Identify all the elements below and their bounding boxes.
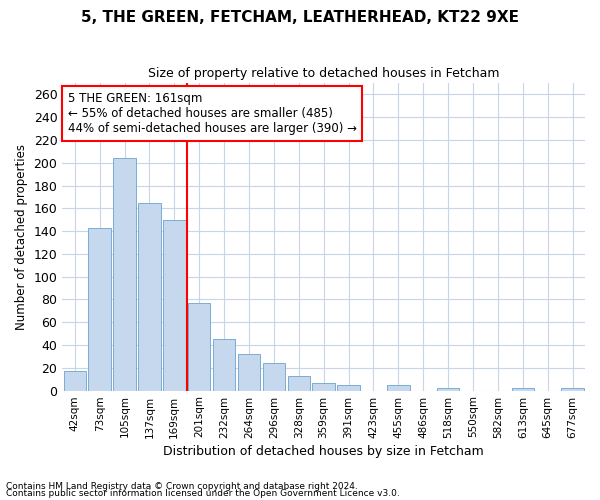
Bar <box>263 363 285 390</box>
Bar <box>238 354 260 391</box>
Bar <box>337 385 360 390</box>
Bar <box>88 228 111 390</box>
Text: Contains HM Land Registry data © Crown copyright and database right 2024.: Contains HM Land Registry data © Crown c… <box>6 482 358 491</box>
Y-axis label: Number of detached properties: Number of detached properties <box>15 144 28 330</box>
Bar <box>387 385 410 390</box>
Text: Contains public sector information licensed under the Open Government Licence v3: Contains public sector information licen… <box>6 489 400 498</box>
Bar <box>437 388 460 390</box>
Bar <box>163 220 185 390</box>
Text: 5 THE GREEN: 161sqm
← 55% of detached houses are smaller (485)
44% of semi-detac: 5 THE GREEN: 161sqm ← 55% of detached ho… <box>68 92 356 136</box>
Bar <box>138 202 161 390</box>
Bar <box>287 376 310 390</box>
X-axis label: Distribution of detached houses by size in Fetcham: Distribution of detached houses by size … <box>163 444 484 458</box>
Bar <box>562 388 584 390</box>
Bar <box>213 340 235 390</box>
Bar <box>313 382 335 390</box>
Title: Size of property relative to detached houses in Fetcham: Size of property relative to detached ho… <box>148 68 499 80</box>
Text: 5, THE GREEN, FETCHAM, LEATHERHEAD, KT22 9XE: 5, THE GREEN, FETCHAM, LEATHERHEAD, KT22… <box>81 10 519 25</box>
Bar <box>113 158 136 390</box>
Bar <box>64 371 86 390</box>
Bar <box>512 388 534 390</box>
Bar <box>188 303 211 390</box>
